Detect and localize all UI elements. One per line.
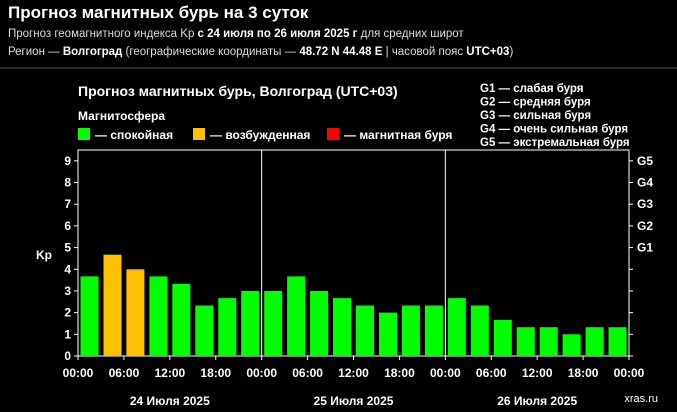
y-tick-label: 3: [64, 284, 71, 298]
legend-label: — магнитная буря: [344, 128, 452, 142]
region-sep: | часовой пояс: [382, 46, 467, 58]
y-tick-label: 1: [64, 327, 71, 341]
bar: [516, 327, 535, 356]
x-tick-label: 06:00: [109, 366, 140, 380]
x-tick-label: 06:00: [476, 366, 507, 380]
bar: [195, 305, 214, 356]
x-tick-label: 18:00: [568, 366, 599, 380]
bar: [333, 298, 351, 356]
bar: [356, 305, 374, 356]
region-mid: (географические координаты —: [122, 46, 300, 58]
storm-legend-item: G1 — слабая буря: [480, 83, 584, 95]
bar: [126, 269, 145, 356]
day-label: 25 Июля 2025: [314, 394, 394, 408]
watermark: xras.ru: [624, 393, 658, 405]
storm-level-label: G1: [637, 241, 653, 255]
x-tick-label: 12:00: [154, 366, 185, 380]
forecast-description: Прогноз геомагнитного индекса Kp с 24 ию…: [8, 28, 464, 40]
legend-swatch: [78, 128, 90, 140]
bar: [539, 327, 558, 356]
storm-level-label: G4: [637, 176, 653, 190]
chart-title: Прогноз магнитных бурь, Волгоград (UTC+0…: [78, 83, 398, 99]
bar: [172, 283, 191, 356]
x-tick-label: 00:00: [63, 366, 94, 380]
bar: [379, 312, 397, 356]
legend-swatch: [327, 128, 339, 140]
bar: [218, 298, 237, 356]
bar: [608, 327, 627, 356]
storm-level-label: G5: [637, 154, 653, 168]
storm-legend-item: G5 — экстремальная буря: [480, 137, 630, 149]
legend-swatch: [193, 128, 205, 140]
bar: [493, 319, 512, 356]
x-tick-label: 06:00: [292, 366, 323, 380]
y-tick-label: 8: [64, 176, 71, 190]
desc-post: для средних широт: [357, 28, 464, 40]
y-axis-label: Kp: [36, 248, 52, 262]
storm-level-label: G3: [637, 197, 653, 211]
y-tick-label: 7: [64, 197, 71, 211]
timezone: UTC+03: [466, 46, 510, 58]
region-end: ): [509, 46, 514, 58]
chart-subtitle: Магнитосфера: [78, 109, 165, 123]
bar: [585, 327, 604, 356]
bar: [562, 334, 581, 356]
y-tick-label: 2: [64, 306, 71, 320]
bar: [264, 290, 283, 356]
bar: [401, 305, 420, 356]
storm-level-label: G2: [637, 219, 653, 233]
coordinates: 48.72 N 44.48 E: [299, 46, 383, 58]
y-tick-label: 0: [64, 349, 71, 363]
x-tick-label: 00:00: [246, 366, 277, 380]
bar: [424, 305, 443, 356]
legend-label: — спокойная: [95, 128, 173, 142]
bar: [80, 276, 99, 356]
y-tick-label: 5: [64, 241, 71, 255]
bar: [287, 276, 306, 356]
bar: [241, 290, 260, 356]
x-tick-label: 00:00: [614, 366, 645, 380]
day-label: 26 Июля 2025: [497, 394, 577, 408]
y-tick-label: 9: [64, 154, 71, 168]
region-pre: Регион —: [8, 46, 63, 58]
bar: [149, 276, 168, 356]
x-tick-label: 00:00: [430, 366, 461, 380]
day-label: 24 Июля 2025: [130, 394, 210, 408]
date-range: с 24 июля по 26 июля 2025 г: [197, 28, 358, 40]
y-tick-label: 6: [64, 219, 71, 233]
region-name: Волгоград: [62, 46, 123, 58]
storm-legend-item: G3 — сильная буря: [480, 110, 591, 122]
bar: [447, 298, 466, 356]
desc-pre: Прогноз геомагнитного индекса Kp: [8, 28, 198, 40]
legend-label: — возбужденная: [210, 128, 310, 142]
storm-legend-item: G2 — средняя буря: [480, 97, 591, 109]
page-title: Прогноз магнитных бурь на 3 суток: [8, 3, 309, 22]
bar: [310, 290, 329, 356]
storm-legend-item: G4 — очень сильная буря: [480, 124, 628, 136]
region-info: Регион — Волгоград (географические коорд…: [8, 46, 513, 58]
x-tick-label: 12:00: [338, 366, 369, 380]
x-tick-label: 18:00: [200, 366, 231, 380]
x-tick-label: 12:00: [522, 366, 553, 380]
bar: [470, 305, 489, 356]
x-tick-label: 18:00: [384, 366, 415, 380]
bar: [103, 254, 122, 356]
y-tick-label: 4: [64, 262, 71, 276]
